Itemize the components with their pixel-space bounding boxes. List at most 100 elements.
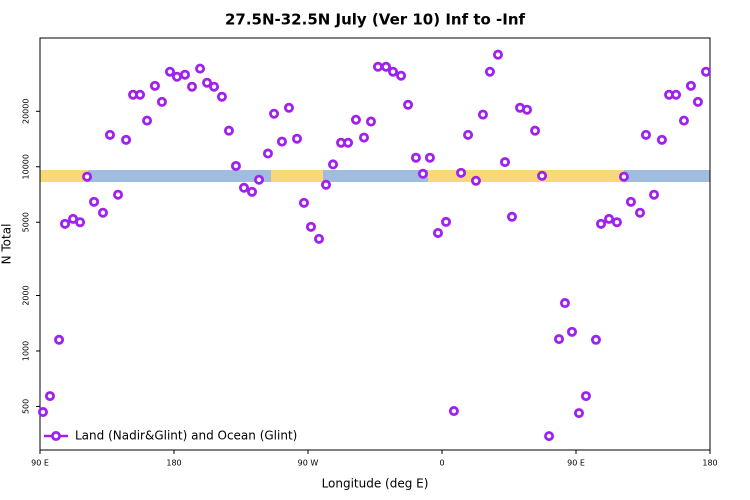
point: [269, 108, 280, 119]
point: [262, 148, 273, 159]
point: [223, 125, 234, 136]
point: [506, 211, 517, 222]
point: [417, 168, 428, 179]
point: [54, 334, 65, 345]
plot-frame: [39, 37, 711, 451]
point: [44, 391, 55, 402]
point: [202, 77, 213, 88]
y-tick-label: 5000: [22, 212, 31, 232]
x-tick-label: 180: [702, 459, 717, 468]
point: [611, 217, 622, 228]
point: [403, 99, 414, 110]
point: [149, 80, 160, 91]
point: [97, 207, 108, 218]
point: [254, 174, 265, 185]
point: [276, 136, 287, 147]
point: [463, 129, 474, 140]
point: [554, 334, 565, 345]
point: [365, 116, 376, 127]
y-tick-label: 20000: [22, 99, 31, 124]
point: [216, 91, 227, 102]
y-tick-label: 10000: [22, 154, 31, 179]
point: [456, 167, 467, 178]
y-tick-label: 500: [22, 399, 31, 414]
point: [350, 114, 361, 125]
point: [580, 391, 591, 402]
point: [238, 182, 249, 193]
point: [649, 189, 660, 200]
point: [692, 96, 703, 107]
point: [104, 129, 115, 140]
x-tick-label: 0: [439, 459, 444, 468]
point: [618, 171, 629, 182]
point: [559, 298, 570, 309]
x-tick-label: 90 E: [567, 459, 585, 468]
point: [372, 61, 383, 72]
point: [625, 196, 636, 207]
y-tick-label: 2000: [22, 285, 31, 305]
point: [566, 326, 577, 337]
point: [604, 213, 615, 224]
point: [522, 104, 533, 115]
point: [432, 227, 443, 238]
point: [230, 160, 241, 171]
x-tick-label: 90 E: [31, 459, 49, 468]
point: [121, 134, 132, 145]
point: [640, 129, 651, 140]
point: [142, 115, 153, 126]
point: [424, 152, 435, 163]
point: [358, 132, 369, 143]
point: [75, 217, 86, 228]
legend-marker: [51, 430, 62, 441]
point: [321, 179, 332, 190]
point: [180, 69, 191, 80]
x-tick-label: 90 W: [298, 459, 319, 468]
point: [343, 137, 354, 148]
point: [635, 207, 646, 218]
point: [381, 61, 392, 72]
point: [89, 196, 100, 207]
point: [492, 49, 503, 60]
point: [209, 81, 220, 92]
point: [656, 134, 667, 145]
point: [410, 152, 421, 163]
point: [187, 81, 198, 92]
point: [671, 89, 682, 100]
point: [37, 407, 48, 418]
point: [499, 157, 510, 168]
point: [291, 133, 302, 144]
point: [537, 170, 548, 181]
point: [477, 109, 488, 120]
point: [441, 216, 452, 227]
legend-label: Land (Nadir&Glint) and Ocean (Glint): [75, 429, 297, 443]
point: [484, 66, 495, 77]
point: [113, 189, 124, 200]
point: [164, 66, 175, 77]
point: [678, 115, 689, 126]
x-axis-label: Longitude (deg E): [322, 477, 429, 491]
point: [685, 80, 696, 91]
point: [60, 218, 71, 229]
y-tick-label: 1000: [22, 341, 31, 361]
point: [544, 431, 555, 442]
x-tick-label: 180: [166, 459, 181, 468]
point: [470, 175, 481, 186]
point: [596, 218, 607, 229]
point: [195, 63, 206, 74]
ocean-strip: [88, 170, 271, 182]
point: [448, 406, 459, 417]
point: [171, 71, 182, 82]
point: [328, 159, 339, 170]
point: [396, 70, 407, 81]
chart-title: 27.5N-32.5N July (Ver 10) Inf to -Inf: [225, 11, 526, 29]
point: [573, 408, 584, 419]
point: [82, 171, 93, 182]
point: [283, 102, 294, 113]
point: [388, 66, 399, 77]
point: [700, 66, 711, 77]
point: [305, 221, 316, 232]
point: [314, 233, 325, 244]
point: [298, 197, 309, 208]
